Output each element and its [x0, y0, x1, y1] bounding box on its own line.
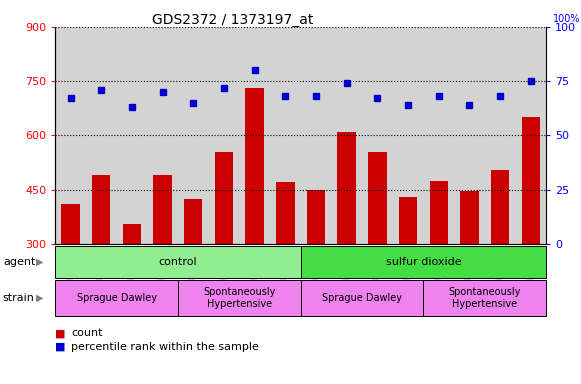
Text: GDS2372 / 1373197_at: GDS2372 / 1373197_at	[152, 13, 313, 27]
Bar	[178, 280, 301, 316]
Bar	[399, 197, 417, 353]
Text: sulfur dioxide: sulfur dioxide	[386, 257, 461, 267]
Text: Spontaneously
Hypertensive: Spontaneously Hypertensive	[203, 287, 275, 309]
Bar	[522, 117, 540, 353]
Text: Spontaneously
Hypertensive: Spontaneously Hypertensive	[449, 287, 521, 309]
Bar	[429, 180, 448, 353]
Bar	[55, 246, 301, 278]
Bar	[491, 170, 510, 353]
Text: control: control	[159, 257, 197, 267]
Text: ▶: ▶	[36, 293, 44, 303]
Bar	[276, 182, 295, 353]
Bar	[301, 246, 546, 278]
Text: agent: agent	[3, 257, 35, 267]
Text: Sprague Dawley: Sprague Dawley	[77, 293, 156, 303]
Text: percentile rank within the sample: percentile rank within the sample	[71, 342, 259, 352]
Text: Sprague Dawley: Sprague Dawley	[322, 293, 402, 303]
Text: ■: ■	[55, 342, 66, 352]
Bar	[184, 199, 203, 353]
Text: count: count	[71, 328, 103, 338]
Text: ▶: ▶	[36, 257, 44, 267]
Bar	[215, 152, 233, 353]
Bar	[460, 191, 479, 353]
Bar	[424, 280, 546, 316]
Text: ■: ■	[55, 328, 66, 338]
Bar	[55, 280, 178, 316]
Bar	[62, 204, 80, 353]
Bar	[153, 175, 172, 353]
Bar	[338, 132, 356, 353]
Bar	[92, 175, 110, 353]
Bar	[307, 190, 325, 353]
Text: strain: strain	[3, 293, 35, 303]
Bar	[368, 152, 386, 353]
Bar	[301, 280, 424, 316]
Bar	[245, 88, 264, 353]
Text: 100%: 100%	[553, 14, 580, 24]
Bar	[123, 224, 141, 353]
